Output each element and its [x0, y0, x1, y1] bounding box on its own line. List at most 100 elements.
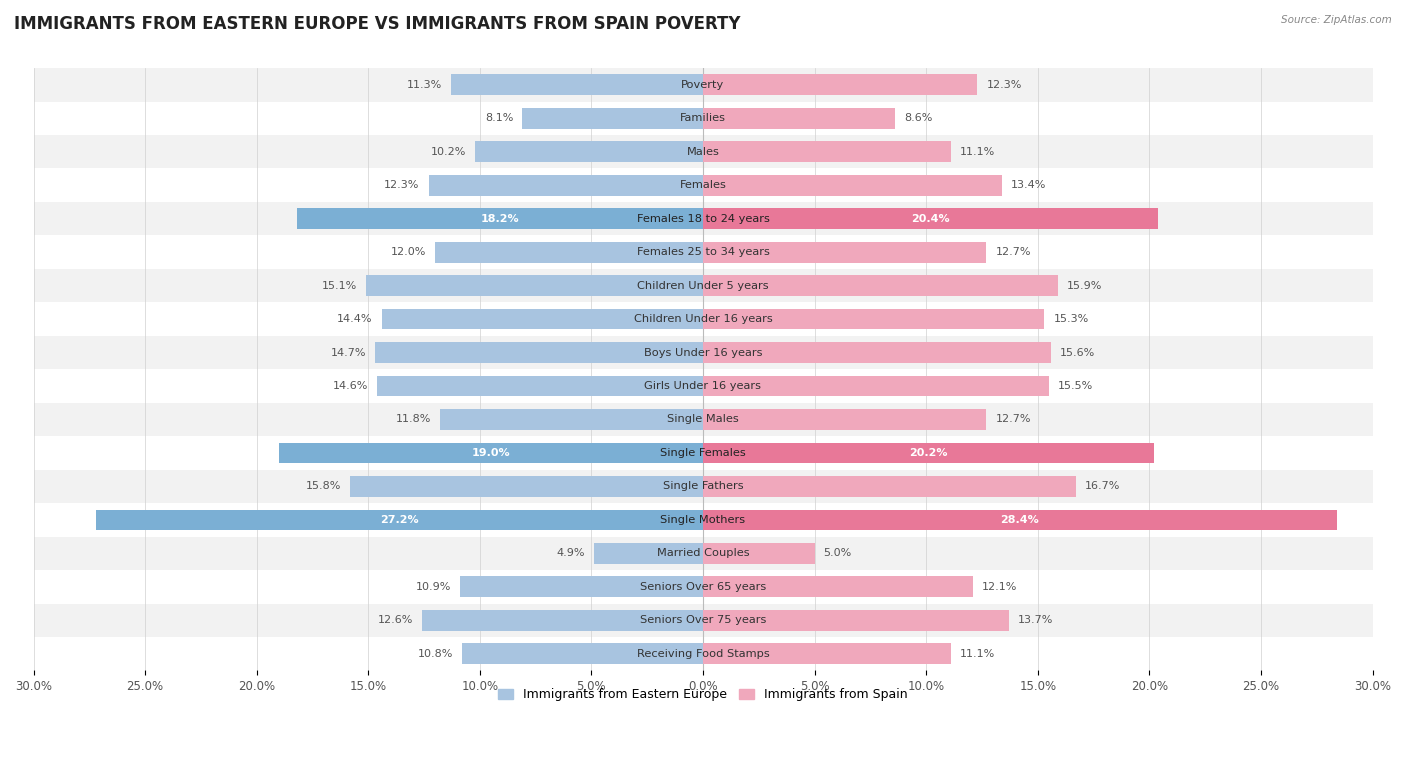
Bar [703, 376, 1049, 396]
Bar [703, 74, 977, 96]
Text: Single Females: Single Females [661, 448, 745, 458]
Text: 28.4%: 28.4% [1001, 515, 1039, 525]
Bar [377, 376, 703, 396]
Bar [350, 476, 703, 496]
Text: 13.4%: 13.4% [1011, 180, 1046, 190]
Bar [34, 637, 1372, 671]
Bar [34, 503, 1372, 537]
Text: 18.2%: 18.2% [481, 214, 519, 224]
Text: Poverty: Poverty [682, 80, 724, 89]
Bar [34, 537, 1372, 570]
Bar [593, 543, 703, 564]
Text: 15.3%: 15.3% [1053, 314, 1088, 324]
Text: 5.0%: 5.0% [824, 548, 852, 559]
Text: 15.6%: 15.6% [1060, 347, 1095, 358]
Text: Seniors Over 65 years: Seniors Over 65 years [640, 582, 766, 592]
Bar [34, 202, 1372, 236]
Text: 14.7%: 14.7% [330, 347, 366, 358]
Text: 12.1%: 12.1% [981, 582, 1018, 592]
Bar [34, 102, 1372, 135]
Text: IMMIGRANTS FROM EASTERN EUROPE VS IMMIGRANTS FROM SPAIN POVERTY: IMMIGRANTS FROM EASTERN EUROPE VS IMMIGR… [14, 15, 741, 33]
Bar [96, 509, 703, 531]
Text: Males: Males [686, 147, 720, 157]
Text: Seniors Over 75 years: Seniors Over 75 years [640, 615, 766, 625]
Text: 12.3%: 12.3% [987, 80, 1022, 89]
Bar [451, 74, 703, 96]
Text: Girls Under 16 years: Girls Under 16 years [644, 381, 762, 391]
Bar [460, 576, 703, 597]
Text: 14.6%: 14.6% [333, 381, 368, 391]
Bar [34, 369, 1372, 402]
Text: Females 18 to 24 years: Females 18 to 24 years [637, 214, 769, 224]
Text: Single Males: Single Males [666, 415, 740, 424]
Bar [703, 576, 973, 597]
Bar [703, 342, 1052, 363]
Text: Females 25 to 34 years: Females 25 to 34 years [637, 247, 769, 257]
Text: 10.8%: 10.8% [418, 649, 453, 659]
Bar [475, 141, 703, 162]
Text: 13.7%: 13.7% [1018, 615, 1053, 625]
Text: 4.9%: 4.9% [557, 548, 585, 559]
Text: 16.7%: 16.7% [1084, 481, 1121, 491]
Bar [463, 644, 703, 664]
Bar [34, 570, 1372, 603]
Text: Females: Females [679, 180, 727, 190]
Text: Children Under 5 years: Children Under 5 years [637, 280, 769, 290]
Bar [34, 135, 1372, 168]
Text: 15.1%: 15.1% [322, 280, 357, 290]
Text: 12.7%: 12.7% [995, 247, 1031, 257]
Bar [703, 275, 1057, 296]
Bar [34, 68, 1372, 102]
Bar [703, 108, 896, 129]
Text: 10.2%: 10.2% [432, 147, 467, 157]
Bar [366, 275, 703, 296]
Text: 14.4%: 14.4% [337, 314, 373, 324]
Text: Married Couples: Married Couples [657, 548, 749, 559]
Bar [703, 141, 950, 162]
Bar [429, 175, 703, 196]
Text: 11.1%: 11.1% [960, 147, 995, 157]
Bar [703, 543, 814, 564]
Bar [34, 470, 1372, 503]
Text: Single Fathers: Single Fathers [662, 481, 744, 491]
Text: 8.6%: 8.6% [904, 113, 932, 124]
Text: 12.7%: 12.7% [995, 415, 1031, 424]
Bar [278, 443, 703, 463]
Bar [34, 168, 1372, 202]
Bar [703, 175, 1002, 196]
Legend: Immigrants from Eastern Europe, Immigrants from Spain: Immigrants from Eastern Europe, Immigran… [494, 684, 912, 706]
Bar [703, 242, 987, 262]
Text: 12.3%: 12.3% [384, 180, 419, 190]
Bar [34, 436, 1372, 470]
Bar [703, 644, 950, 664]
Text: Receiving Food Stamps: Receiving Food Stamps [637, 649, 769, 659]
Bar [34, 603, 1372, 637]
Bar [297, 208, 703, 229]
Text: 20.2%: 20.2% [910, 448, 948, 458]
Text: Source: ZipAtlas.com: Source: ZipAtlas.com [1281, 15, 1392, 25]
Text: 27.2%: 27.2% [380, 515, 419, 525]
Bar [703, 509, 1337, 531]
Text: 15.8%: 15.8% [307, 481, 342, 491]
Text: 12.0%: 12.0% [391, 247, 426, 257]
Text: 11.3%: 11.3% [406, 80, 441, 89]
Bar [375, 342, 703, 363]
Bar [703, 309, 1045, 330]
Bar [381, 309, 703, 330]
Bar [422, 610, 703, 631]
Text: 10.9%: 10.9% [415, 582, 451, 592]
Bar [34, 402, 1372, 436]
Bar [703, 476, 1076, 496]
Text: Families: Families [681, 113, 725, 124]
Bar [34, 336, 1372, 369]
Bar [703, 409, 987, 430]
Text: 19.0%: 19.0% [471, 448, 510, 458]
Bar [436, 242, 703, 262]
Bar [703, 443, 1154, 463]
Bar [522, 108, 703, 129]
Bar [34, 302, 1372, 336]
Bar [703, 610, 1008, 631]
Bar [34, 269, 1372, 302]
Text: 15.9%: 15.9% [1067, 280, 1102, 290]
Text: Children Under 16 years: Children Under 16 years [634, 314, 772, 324]
